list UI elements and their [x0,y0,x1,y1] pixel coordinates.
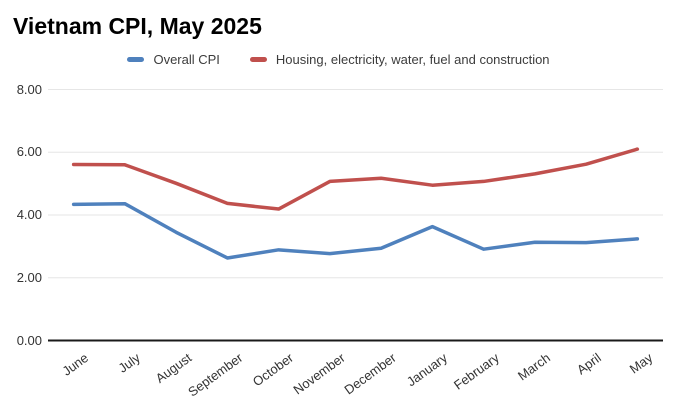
y-axis-tick-label: 6.00 [16,144,42,160]
legend-item-housing: Housing, electricity, water, fuel and co… [249,52,550,67]
y-axis-tick-label: 4.00 [16,207,42,222]
series-line-housing-electricity-water-fuel-and-construction [71,147,640,211]
series-line-overall-cpi [71,201,640,260]
legend-label-overall-cpi: Overall CPI [153,52,220,67]
y-axis-tick-label: 2.00 [16,269,42,285]
y-axis-tick-label: 8.00 [16,81,42,97]
y-axis-tick-label: 0.00 [16,332,42,348]
legend-label-housing: Housing, electricity, water, fuel and co… [275,52,550,67]
chart-legend: Overall CPI Housing, electricity, water,… [0,52,677,67]
legend-swatch-icon [249,57,267,62]
legend-item-overall-cpi: Overall CPI [127,52,220,67]
legend-swatch-icon [127,57,145,62]
chart-title: Vietnam CPI, May 2025 [13,13,262,39]
